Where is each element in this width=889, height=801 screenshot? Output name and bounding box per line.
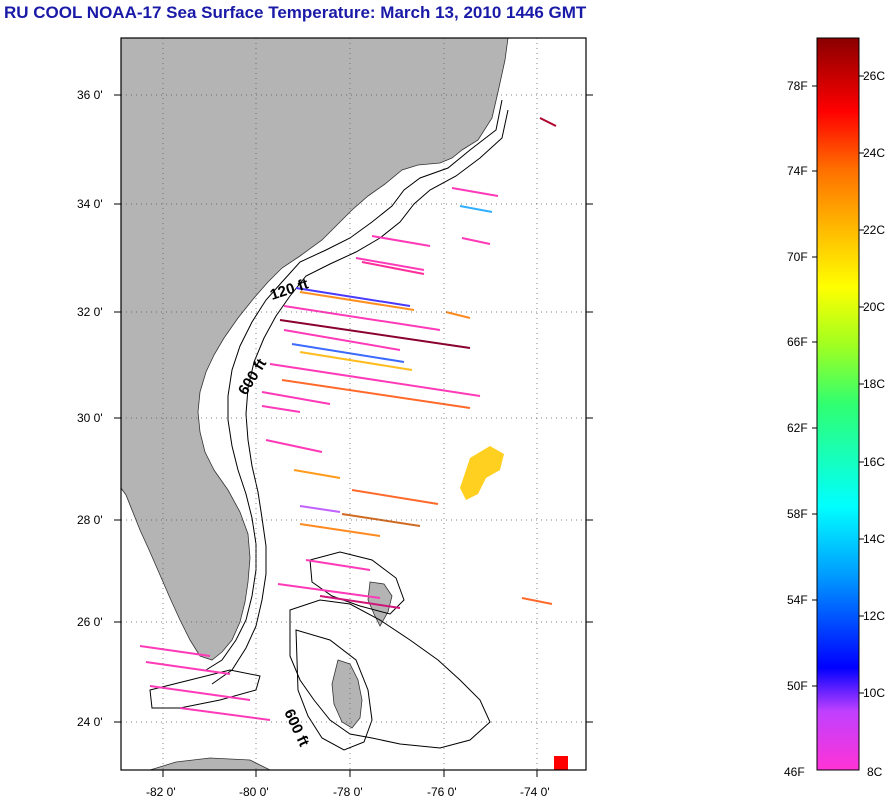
lat-label-36: 36 0': [77, 88, 103, 102]
cb-c-24: 24C: [863, 146, 885, 160]
lat-label-28: 28 0': [77, 513, 103, 527]
map-title: RU COOL NOAA-17 Sea Surface Temperature:…: [4, 3, 587, 22]
lon-label-80: -80 0': [239, 785, 269, 799]
bathymetry-contours: [149, 99, 509, 751]
lat-label-30: 30 0': [77, 411, 103, 425]
lat-label-26: 26 0': [77, 615, 103, 629]
colorbar-ticks: [812, 75, 864, 694]
lat-label-24: 24 0': [77, 715, 103, 729]
us-mainland: [121, 38, 509, 661]
lon-label-76: -76 0': [427, 785, 457, 799]
cb-c-22: 22C: [863, 223, 885, 237]
cb-f-78: 78F: [787, 79, 808, 93]
warm-patch: [460, 446, 504, 500]
cuba-edge: [149, 757, 271, 770]
cb-f-58: 58F: [787, 507, 808, 521]
cb-f-70: 70F: [787, 250, 808, 264]
cb-c-26: 26C: [863, 69, 885, 83]
cb-c-18: 18C: [863, 377, 885, 391]
cb-c-14: 14C: [863, 532, 885, 546]
colorbar: [816, 37, 860, 771]
lon-label-74: -74 0': [520, 785, 550, 799]
map-frame: [120, 37, 587, 771]
cb-f-62: 62F: [787, 421, 808, 435]
lat-label-32: 32 0': [77, 305, 103, 319]
cb-f-46: 46F: [784, 765, 805, 779]
map-ticks: [114, 94, 593, 777]
cb-c-8: 8C: [867, 765, 883, 779]
cb-c-20: 20C: [863, 300, 885, 314]
cb-f-66: 66F: [787, 335, 808, 349]
cb-f-50: 50F: [787, 679, 808, 693]
cb-f-54: 54F: [787, 593, 808, 607]
andros-island: [331, 659, 363, 729]
lat-label-34: 34 0': [77, 197, 103, 211]
cb-c-10: 10C: [863, 686, 885, 700]
cb-c-16: 16C: [863, 455, 885, 469]
graticule: [121, 38, 586, 770]
warm-corner: [554, 756, 568, 770]
lon-label-78: -78 0': [333, 785, 363, 799]
cb-c-12: 12C: [863, 609, 885, 623]
lon-label-82: -82 0': [146, 785, 176, 799]
cb-f-74: 74F: [787, 164, 808, 178]
